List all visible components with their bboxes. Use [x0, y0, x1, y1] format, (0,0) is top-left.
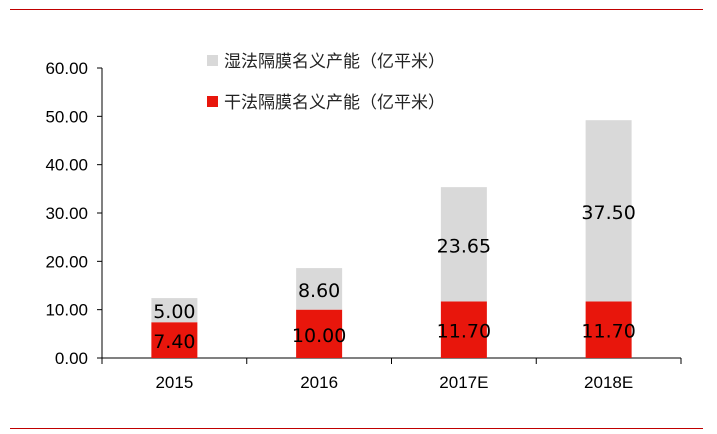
bar-wet-2018E: [585, 120, 632, 302]
data-label-dry-2018E: 11.70: [581, 321, 635, 343]
data-label-dry-2016: 10.00: [292, 325, 346, 347]
x-tick-label: 2017E: [439, 373, 488, 392]
plot-area: 0.00 10.00 20.00 30.00 40.00 50.00 60.00 7.40 5.…: [45, 59, 682, 392]
top-red-rule: [10, 9, 703, 10]
data-label-wet-2017E: 23.65: [437, 235, 491, 257]
data-label-wet-2015: 5.00: [153, 301, 195, 323]
legend: 湿法隔膜名义产能（亿平米） 干法隔膜名义产能（亿平米）: [207, 52, 445, 113]
data-label-dry-2015: 7.40: [153, 331, 195, 353]
y-tick-label: 0.00: [55, 349, 88, 368]
bottom-red-rule: [10, 428, 703, 429]
legend-swatch-wet: [207, 55, 218, 66]
y-tick-label: 50.00: [45, 107, 88, 126]
x-tick-label: 2016: [300, 373, 338, 392]
bar-dry-2018E: [585, 301, 632, 358]
data-label-dry-2017E: 11.70: [437, 321, 491, 343]
legend-label-wet: 湿法隔膜名义产能（亿平米）: [224, 52, 445, 72]
y-tick-label: 10.00: [45, 301, 88, 320]
x-tick-label: 2015: [155, 373, 193, 392]
bar-dry-2015: [151, 322, 198, 358]
x-tick-label: 2018E: [584, 373, 633, 392]
y-tick-label: 60.00: [45, 59, 88, 78]
y-tick-label: 20.00: [45, 252, 88, 271]
data-label-wet-2018E: 37.50: [581, 202, 635, 224]
bar-wet-2016: [296, 268, 343, 310]
bar-wet-2015: [151, 298, 198, 323]
bar-dry-2016: [296, 309, 343, 358]
legend-label-dry: 干法隔膜名义产能（亿平米）: [224, 93, 445, 113]
y-tick-label: 30.00: [45, 204, 88, 223]
data-label-wet-2016: 8.60: [298, 280, 340, 302]
bar-wet-2017E: [440, 187, 487, 302]
legend-swatch-dry: [207, 96, 218, 107]
bar-dry-2017E: [440, 301, 487, 358]
y-tick-label: 40.00: [45, 156, 88, 175]
